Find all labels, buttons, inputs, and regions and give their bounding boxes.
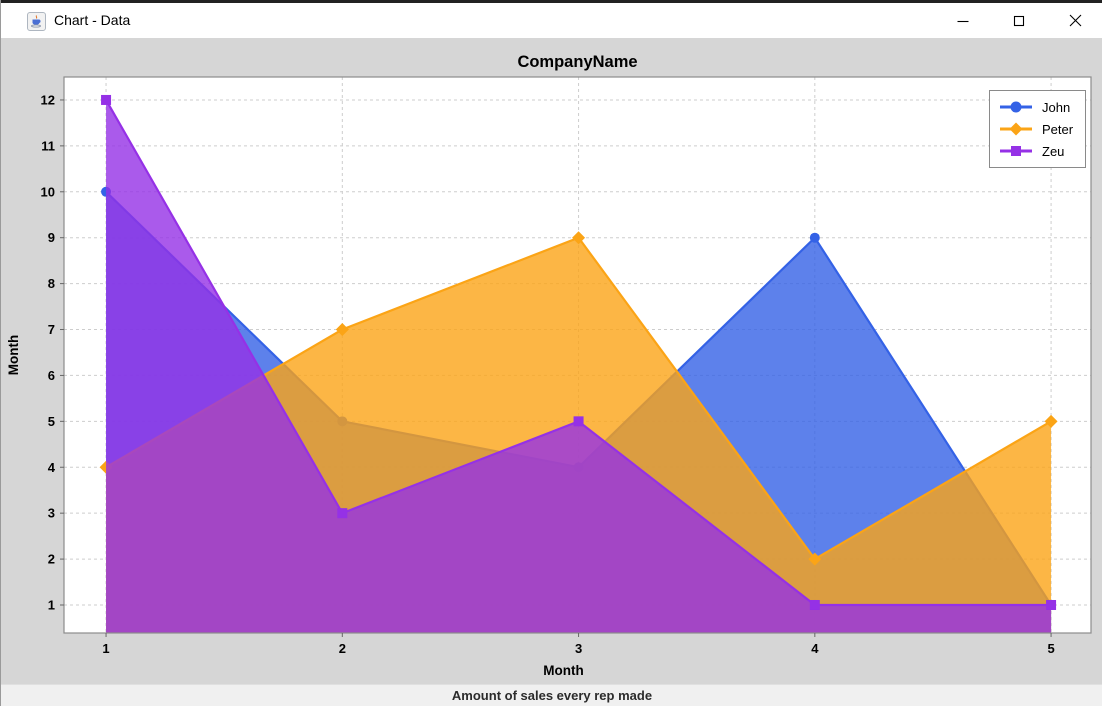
series-zeu-marker	[1046, 599, 1057, 610]
legend-label-john: John	[1042, 99, 1071, 115]
chart-panel[interactable]: 1 2 3 4 5 6 7 8 9 10 11 12 1 2 3 4 5 CompanyName Month Mont…	[1, 38, 1102, 684]
java-coffee-cup-icon	[27, 12, 46, 31]
y-tick-label: 4	[48, 460, 56, 475]
y-tick-label: 7	[48, 322, 55, 337]
legend-diamond-icon	[1000, 122, 1032, 136]
legend-item-peter: Peter	[998, 118, 1077, 140]
y-tick-label: 9	[48, 230, 55, 245]
legend-label-peter: Peter	[1042, 121, 1074, 137]
series-peter-marker	[572, 231, 586, 245]
plot-border	[63, 76, 1092, 634]
series-zeu-marker	[573, 416, 584, 427]
y-tick-label: 11	[41, 138, 55, 153]
y-tick-label: 6	[48, 368, 55, 383]
series-peter-marker	[808, 552, 822, 566]
x-tick-label: 5	[1047, 641, 1054, 656]
y-tick-label: 1	[48, 597, 55, 612]
minimize-icon	[957, 20, 969, 22]
series-john-marker	[809, 232, 820, 243]
close-button[interactable]	[1047, 3, 1102, 38]
chart-caption: Amount of sales every rep made	[1, 684, 1102, 706]
legend-square-icon	[1000, 146, 1032, 156]
legend-item-john: John	[998, 96, 1077, 118]
maximize-icon	[1013, 15, 1025, 26]
y-axis-label: Month	[6, 335, 21, 375]
x-tick-label: 2	[339, 641, 346, 656]
series-peter-marker	[1044, 414, 1058, 428]
y-tick-label: 8	[48, 276, 55, 291]
y-tick-label: 3	[48, 506, 55, 521]
y-tick-label: 5	[48, 414, 55, 429]
close-icon	[1069, 14, 1081, 27]
chart-legend: John Peter Zeu	[989, 90, 1086, 168]
minimize-button[interactable]	[935, 3, 991, 38]
window-controls	[935, 3, 1102, 38]
chart-title: CompanyName	[517, 53, 637, 71]
x-axis-label: Month	[543, 663, 583, 678]
window-title: Chart - Data	[54, 12, 131, 28]
maximize-button[interactable]	[991, 3, 1047, 38]
legend-label-zeu: Zeu	[1042, 143, 1065, 159]
titlebar[interactable]: Chart - Data	[1, 3, 1102, 38]
y-tick-label: 2	[48, 552, 55, 567]
series-zeu-area	[106, 99, 1052, 633]
series-zeu-marker	[809, 599, 820, 610]
window-top-border	[1, 0, 1102, 3]
x-tick-label: 4	[811, 641, 819, 656]
series-zeu-marker	[101, 94, 112, 105]
legend-circle-icon	[1000, 101, 1032, 113]
series-peter-marker	[335, 323, 349, 337]
x-tick-label: 1	[102, 641, 109, 656]
x-tick-label: 3	[575, 641, 582, 656]
series-zeu-marker	[337, 508, 348, 519]
y-tick-label: 10	[41, 184, 55, 199]
y-tick-label: 12	[41, 92, 55, 107]
legend-item-zeu: Zeu	[998, 140, 1077, 162]
